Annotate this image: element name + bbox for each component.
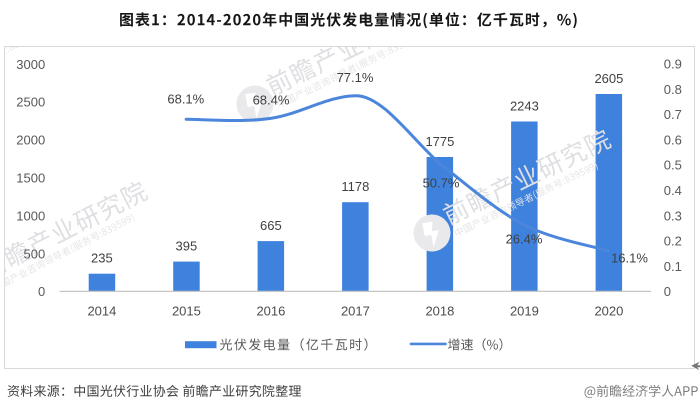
svg-text:1500: 1500	[16, 171, 45, 186]
svg-text:0.2: 0.2	[664, 234, 682, 249]
svg-text:235: 235	[91, 251, 113, 266]
svg-text:2000: 2000	[16, 133, 45, 148]
svg-text:2014: 2014	[87, 303, 116, 318]
svg-text:2605: 2605	[594, 71, 623, 86]
svg-text:0.5: 0.5	[664, 158, 682, 173]
svg-text:0.7: 0.7	[664, 107, 682, 122]
svg-text:395: 395	[176, 239, 198, 254]
svg-text:2016: 2016	[256, 303, 285, 318]
svg-text:0: 0	[38, 284, 45, 299]
svg-text:500: 500	[23, 246, 45, 261]
svg-text:77.1%: 77.1%	[337, 70, 374, 85]
svg-text:2015: 2015	[172, 303, 201, 318]
svg-text:1000: 1000	[16, 208, 45, 223]
svg-text:0.8: 0.8	[664, 82, 682, 97]
svg-text:2019: 2019	[510, 303, 539, 318]
svg-text:26.4%: 26.4%	[506, 232, 543, 247]
svg-text:0: 0	[664, 284, 671, 299]
svg-text:0.9: 0.9	[664, 57, 682, 72]
svg-text:0.4: 0.4	[664, 183, 682, 198]
svg-text:68.1%: 68.1%	[167, 92, 204, 107]
svg-text:2500: 2500	[16, 95, 45, 110]
svg-text:0.1: 0.1	[664, 259, 682, 274]
svg-text:50.7%: 50.7%	[423, 175, 460, 190]
svg-text:2020: 2020	[594, 303, 623, 318]
svg-text:68.4%: 68.4%	[253, 93, 290, 108]
svg-text:3000: 3000	[16, 57, 45, 72]
svg-text:2018: 2018	[425, 303, 454, 318]
svg-text:2243: 2243	[510, 99, 539, 114]
svg-text:665: 665	[260, 218, 282, 233]
svg-text:2017: 2017	[341, 303, 370, 318]
svg-text:0.3: 0.3	[664, 208, 682, 223]
svg-text:16.1%: 16.1%	[611, 251, 648, 266]
svg-text:0.6: 0.6	[664, 132, 682, 147]
svg-text:1775: 1775	[425, 134, 454, 149]
svg-text:1178: 1178	[341, 179, 369, 194]
